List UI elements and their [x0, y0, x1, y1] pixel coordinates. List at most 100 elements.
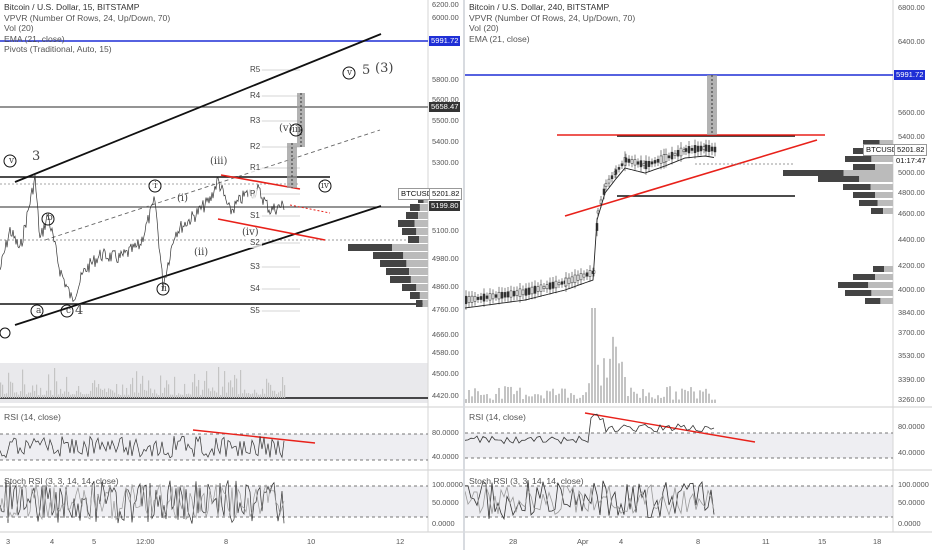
indicator-pivots[interactable]: Pivots (Traditional, Auto, 15)	[4, 44, 112, 55]
indicator-vpvr[interactable]: VPVR (Number Of Rows, 24, Up/Down, 70)	[4, 12, 171, 23]
volume-bar	[50, 390, 52, 398]
wave-3-paren[interactable]: (3)	[375, 61, 394, 76]
wave-v-circled[interactable]: v	[9, 156, 15, 166]
volume-bar	[156, 393, 158, 398]
volume-bar	[660, 397, 662, 403]
candle-body	[602, 188, 606, 195]
candles-240m	[465, 139, 717, 310]
rsi-tick: 40.0000	[432, 452, 459, 461]
chart-240m-canvas[interactable]	[465, 0, 932, 550]
vpvr-bar	[871, 208, 884, 214]
vpvr-bar	[870, 184, 893, 190]
red-trend-top[interactable]	[220, 174, 301, 190]
volume-bar	[256, 392, 258, 398]
candle-body	[570, 276, 574, 284]
wave-a[interactable]: a	[36, 306, 42, 316]
symbol-tag: BTCUSD	[863, 144, 901, 156]
volume-bar	[618, 363, 620, 403]
wave-iv-paren[interactable]: (iv)	[242, 227, 259, 238]
wave-5[interactable]: 5	[362, 63, 371, 78]
candle-body	[604, 182, 608, 188]
stoch-legend[interactable]: Stoch RSI (3, 3, 14, 14, close)	[469, 476, 584, 486]
price-tick: 4580.00	[432, 348, 459, 357]
volume-bar	[140, 383, 142, 398]
wave-iii-circled[interactable]: iii	[292, 125, 301, 135]
red-trend-rising[interactable]	[564, 139, 818, 217]
candle-body	[614, 169, 618, 175]
indicator-vpvr[interactable]: VPVR (Number Of Rows, 24, Up/Down, 70)	[469, 12, 636, 23]
volume-bar	[639, 397, 641, 403]
vpvr-bar	[348, 244, 392, 251]
stoch-k-15m	[0, 480, 285, 524]
candle-body	[467, 296, 471, 303]
volume-bar	[274, 390, 276, 398]
channel-upper[interactable]	[14, 33, 382, 183]
blue-level-tag: 5991.72	[894, 70, 926, 80]
volume-bar	[10, 381, 12, 398]
indicator-vol[interactable]: Vol (20)	[469, 23, 499, 34]
channel-lower[interactable]	[14, 205, 382, 326]
volume-bar	[564, 388, 566, 403]
candle-body	[465, 295, 468, 305]
wave-ii-circled[interactable]: ii	[161, 284, 167, 294]
candle-body	[536, 286, 540, 292]
wave-i-paren[interactable]: (i)	[177, 193, 189, 204]
rsi-legend[interactable]: RSI (14, close)	[4, 412, 61, 422]
chart-15m-canvas[interactable]	[0, 0, 464, 550]
vpvr-bar	[883, 208, 893, 214]
stoch-legend[interactable]: Stoch RSI (3, 3, 14, 14, close)	[4, 476, 119, 486]
red-trend-bottom[interactable]	[217, 218, 326, 241]
pivot-r2: R2	[248, 142, 263, 152]
volume-bar	[132, 377, 134, 398]
volume-bar	[272, 390, 274, 398]
wave-3[interactable]: 3	[32, 149, 41, 164]
volume-bar	[16, 392, 18, 398]
volume-bar	[206, 371, 208, 398]
vpvr-bar	[402, 284, 417, 291]
volume-bar	[176, 394, 178, 398]
wave-iv-circled[interactable]: iv	[321, 181, 329, 191]
chart-15m[interactable]: Bitcoin / U.S. Dollar, 15, BITSTAMP VPVR…	[0, 0, 464, 550]
volume-bar	[252, 393, 254, 398]
volume-bar	[642, 389, 644, 403]
price-tick: 5400.00	[432, 137, 459, 146]
projection-box-2[interactable]	[297, 93, 305, 147]
vpvr-bar	[853, 164, 875, 170]
vpvr-bar	[422, 300, 428, 307]
volume-bar	[242, 393, 244, 398]
wave-i-circled[interactable]: i	[154, 181, 157, 191]
wave-v-circled-top[interactable]: v	[347, 68, 353, 78]
wave-ii-paren[interactable]: (ii)	[194, 247, 209, 258]
candle-body	[624, 157, 628, 163]
panel-divider[interactable]	[463, 0, 466, 550]
wave-b[interactable]: b	[47, 213, 53, 223]
rsi-legend[interactable]: RSI (14, close)	[469, 412, 526, 422]
volume-bar	[513, 394, 515, 403]
indicator-vol[interactable]: Vol (20)	[4, 23, 34, 34]
wave-4[interactable]: 4	[75, 303, 84, 318]
projection-box-1[interactable]	[287, 143, 297, 188]
volume-bar	[158, 394, 160, 398]
candle-body	[636, 161, 640, 165]
symbol-title[interactable]: Bitcoin / U.S. Dollar, 15, BITSTAMP	[4, 2, 140, 12]
wave-iii-paren[interactable]: (iii)	[210, 156, 228, 167]
rsi-band	[0, 434, 428, 460]
time-tick: 12:00	[136, 537, 155, 546]
wave-v-paren[interactable]: (v)	[279, 123, 293, 134]
volume-bar	[32, 385, 34, 398]
volume-bar	[154, 389, 156, 398]
indicator-ema[interactable]: EMA (21, close)	[4, 33, 65, 44]
candle-body	[470, 295, 474, 303]
rsi-red-trend[interactable]	[192, 429, 316, 444]
chart-240m[interactable]: Bitcoin / U.S. Dollar, 240, BITSTAMP VPV…	[465, 0, 932, 550]
time-tick: 8	[224, 537, 229, 546]
symbol-title[interactable]: Bitcoin / U.S. Dollar, 240, BITSTAMP	[469, 2, 610, 12]
vpvr-bar	[873, 266, 884, 272]
vpvr-bar	[373, 252, 404, 259]
wave-c[interactable]: c	[66, 306, 72, 316]
indicator-ema[interactable]: EMA (21, close)	[469, 33, 530, 44]
candle-body	[473, 296, 477, 302]
candle-body	[576, 274, 580, 281]
pivot-r4: R4	[248, 91, 263, 101]
price-tick: 5800.00	[432, 75, 459, 84]
